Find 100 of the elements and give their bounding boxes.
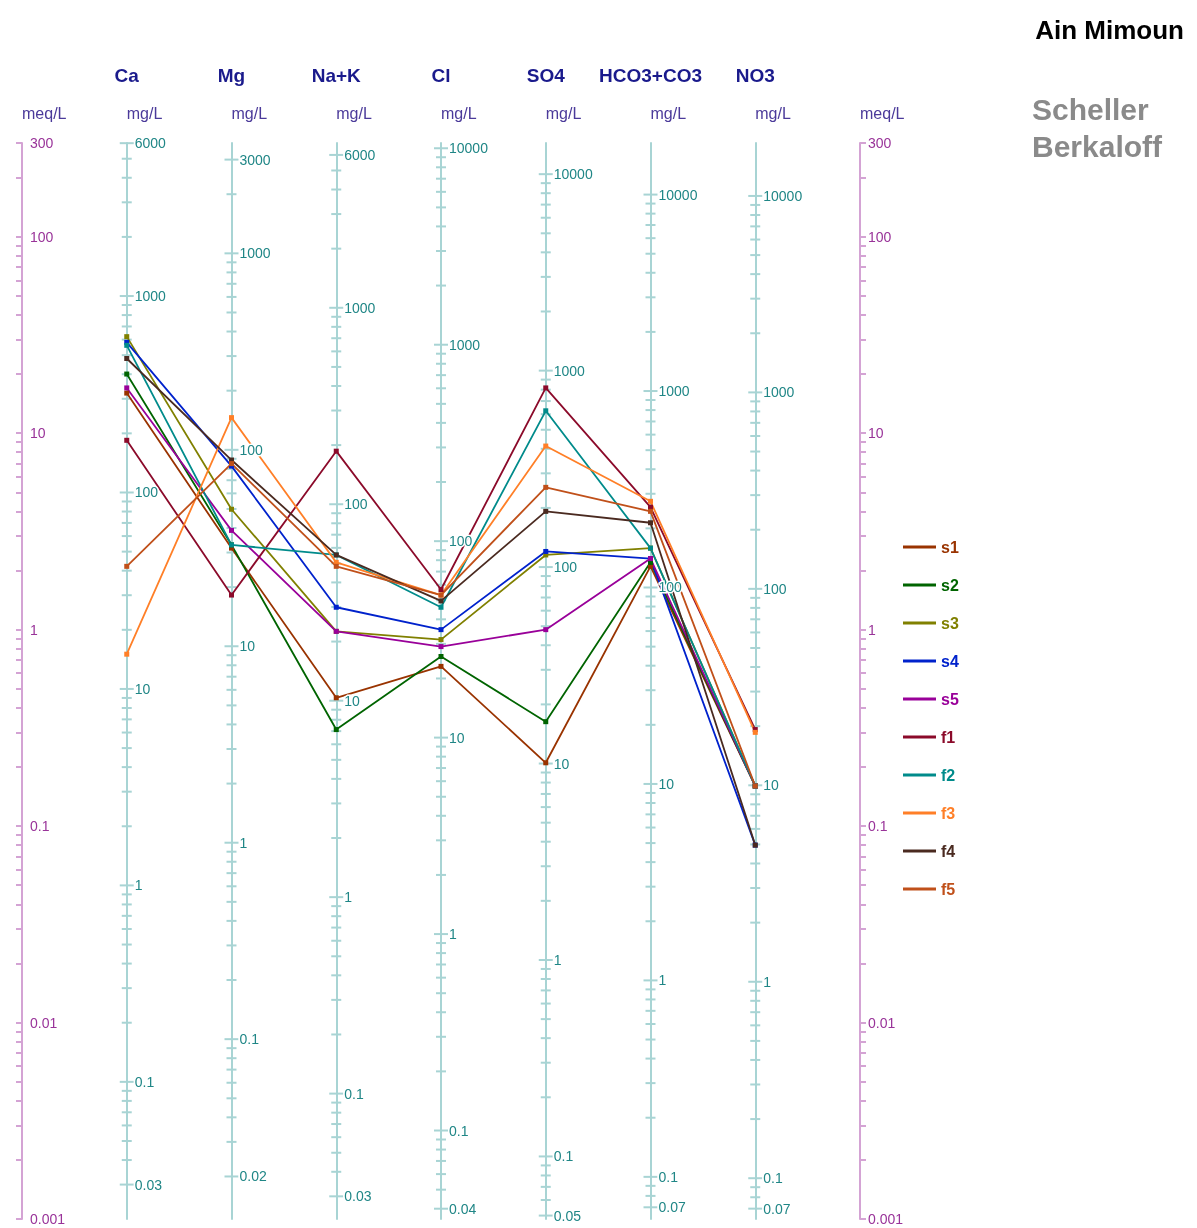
point bbox=[543, 385, 549, 391]
annotation: 100 bbox=[763, 580, 787, 597]
x-tick-label: Mg bbox=[217, 65, 246, 86]
annotation: 10000 bbox=[658, 186, 698, 203]
text: mg/L bbox=[755, 104, 791, 122]
legend-label: f3 bbox=[941, 804, 956, 822]
point bbox=[438, 637, 444, 643]
annotation: 1000 bbox=[134, 288, 167, 305]
annotation: 3000 bbox=[239, 151, 271, 168]
text: Ain Mimoun bbox=[1035, 15, 1185, 45]
legend-label: f2 bbox=[941, 766, 956, 784]
annotation: 1000 bbox=[239, 245, 271, 262]
point bbox=[543, 484, 549, 490]
text: 1 bbox=[868, 621, 876, 638]
annotation: 0.1 bbox=[658, 1168, 679, 1185]
point bbox=[124, 390, 130, 396]
point bbox=[124, 437, 130, 443]
point bbox=[543, 443, 549, 449]
annotation: 1000 bbox=[449, 336, 481, 353]
text: 100 bbox=[868, 228, 892, 245]
point bbox=[543, 627, 549, 633]
text: 10 bbox=[868, 425, 884, 442]
annotation: 1000 bbox=[763, 384, 795, 401]
annotation: 10 bbox=[239, 638, 256, 655]
y-tick-label: 300 bbox=[30, 135, 54, 151]
point bbox=[543, 508, 549, 514]
point bbox=[229, 592, 234, 598]
point bbox=[229, 527, 234, 533]
annotation: 1000 bbox=[553, 362, 586, 379]
text: mg/L bbox=[650, 104, 687, 122]
point bbox=[124, 371, 130, 377]
x-tick-label: Cl bbox=[431, 65, 451, 86]
text: 0.01 bbox=[868, 1014, 896, 1031]
text: mg/L bbox=[545, 104, 582, 122]
point bbox=[124, 651, 130, 657]
point bbox=[648, 508, 653, 514]
y-axis-title: meq/L bbox=[22, 104, 67, 122]
annotation: 10 bbox=[553, 755, 570, 772]
annotation: 0.07 bbox=[763, 1200, 791, 1217]
point bbox=[333, 448, 339, 454]
y-tick-label: 0.001 bbox=[30, 1211, 66, 1227]
annotation: 10000 bbox=[449, 140, 489, 157]
text: meq/L bbox=[860, 104, 905, 122]
annotation: 1 bbox=[553, 951, 562, 968]
annotation: 6000 bbox=[134, 135, 167, 152]
annotation: 1 bbox=[239, 834, 248, 851]
text: mg/L bbox=[336, 104, 372, 122]
x-tick-label: Na+K bbox=[311, 65, 362, 86]
text: 0.1 bbox=[868, 818, 888, 835]
annotation: 1000 bbox=[344, 299, 376, 316]
x-tick-label: NO3 bbox=[735, 65, 775, 86]
annotation: 10 bbox=[449, 729, 465, 746]
point bbox=[229, 415, 234, 421]
annotation: 0.03 bbox=[134, 1176, 163, 1193]
text: 300 bbox=[868, 135, 892, 151]
annotation: 10 bbox=[344, 692, 361, 709]
annotation: 100 bbox=[553, 559, 578, 576]
point bbox=[648, 498, 653, 504]
text: Scheller Berkaloff bbox=[1032, 93, 1164, 163]
annotation: 1 bbox=[449, 926, 457, 943]
annotation: 1 bbox=[763, 973, 772, 990]
annotation: 6000 bbox=[344, 146, 376, 163]
x-tick-label: Ca bbox=[114, 65, 140, 86]
legend-label: s2 bbox=[941, 576, 959, 594]
annotation: 10000 bbox=[763, 187, 803, 204]
point bbox=[438, 663, 444, 669]
annotation: 0.1 bbox=[239, 1031, 260, 1048]
y-tick-label: 100 bbox=[30, 228, 54, 245]
annotation: 0.1 bbox=[763, 1170, 783, 1187]
annotation: 1 bbox=[658, 972, 667, 989]
point bbox=[438, 604, 444, 610]
annotation: 10000 bbox=[553, 166, 593, 183]
point bbox=[124, 385, 130, 391]
point bbox=[648, 520, 653, 526]
point bbox=[438, 627, 444, 633]
y-tick-label: 0.01 bbox=[30, 1014, 58, 1031]
annotation: 0.05 bbox=[553, 1207, 582, 1224]
annotation: 1 bbox=[344, 889, 353, 906]
legend-label: f1 bbox=[941, 728, 956, 746]
legend-label: s5 bbox=[941, 690, 959, 708]
text: mg/L bbox=[441, 104, 477, 122]
legend-label: f5 bbox=[941, 880, 956, 898]
legend-label: s4 bbox=[941, 652, 959, 670]
annotation: 10 bbox=[658, 775, 675, 792]
legend-label: f4 bbox=[941, 842, 956, 860]
annotation: 0.04 bbox=[449, 1200, 477, 1217]
point bbox=[124, 563, 130, 569]
annotation: 0.1 bbox=[553, 1148, 574, 1165]
annotation: 1000 bbox=[658, 383, 690, 400]
point bbox=[438, 587, 444, 593]
point bbox=[543, 719, 549, 725]
annotation: 0.07 bbox=[658, 1199, 686, 1216]
point bbox=[333, 604, 339, 610]
point bbox=[333, 563, 339, 569]
point bbox=[229, 506, 234, 512]
annotation: 0.1 bbox=[344, 1085, 364, 1102]
legend-label: s3 bbox=[941, 614, 959, 632]
text: mg/L bbox=[126, 104, 163, 122]
x-tick-label: HCO3+CO3 bbox=[599, 65, 702, 86]
point bbox=[543, 408, 549, 414]
